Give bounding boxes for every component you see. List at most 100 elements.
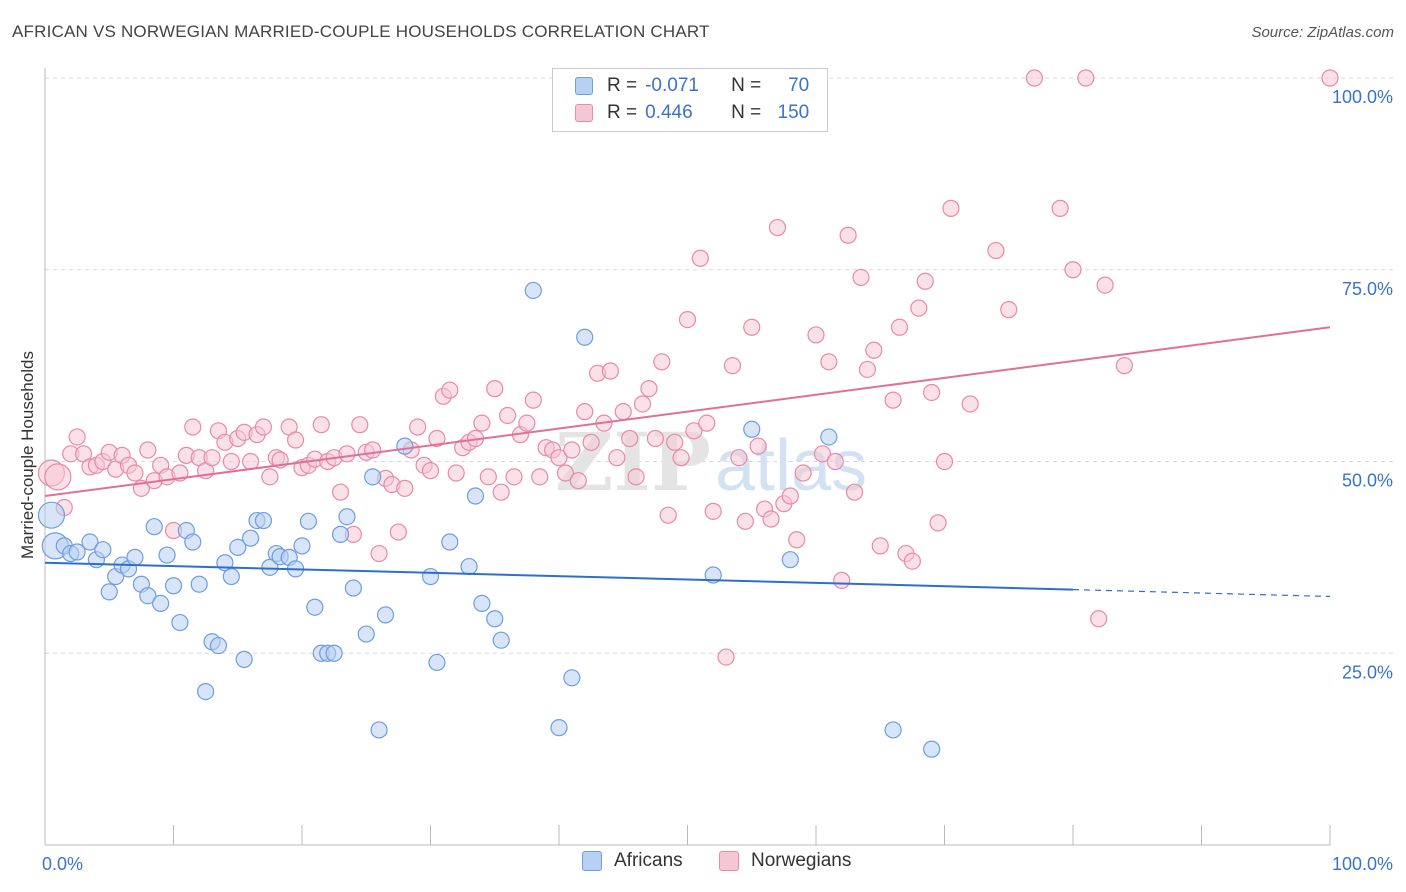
africans-point	[460, 557, 478, 576]
norwegians-point	[781, 487, 799, 505]
norwegians-point	[929, 514, 947, 532]
africans-point	[396, 437, 414, 455]
y-axis-label: Married-couple Households	[18, 351, 37, 559]
norwegians-point	[473, 414, 491, 432]
norwegians-point	[916, 272, 934, 290]
norwegians-point	[833, 571, 851, 589]
legend-item-norwegians[interactable]: Norwegians	[719, 850, 851, 872]
africans-point	[184, 533, 202, 551]
norwegians-point	[871, 537, 889, 555]
norwegians-point	[640, 380, 658, 398]
africans-point	[126, 548, 144, 566]
norwegians-point	[479, 468, 497, 486]
africans-point	[473, 594, 491, 612]
norwegians-point	[576, 403, 594, 421]
africans-point	[254, 511, 273, 530]
africans-point	[492, 631, 510, 649]
norwegians-point	[421, 462, 440, 480]
norwegians-point	[242, 452, 260, 471]
norwegians-point	[621, 429, 639, 448]
norwegians-point	[203, 449, 221, 467]
legend-n-value: 150	[777, 102, 810, 123]
legend-row-norwegians: R = 0.446 N = 150	[575, 100, 809, 126]
norwegians-point	[518, 414, 536, 432]
norwegians-point	[261, 468, 279, 486]
norwegians-point	[254, 418, 273, 436]
norwegians-point	[286, 431, 305, 449]
norwegians-point	[865, 341, 883, 359]
africans-point	[376, 606, 395, 624]
norwegians-point	[788, 531, 806, 549]
norwegians-point	[698, 414, 716, 432]
norwegians-point	[935, 452, 954, 471]
africans-point	[242, 529, 260, 547]
norwegians-point	[184, 418, 202, 436]
legend-r-label: R =	[607, 75, 638, 96]
norwegians-point	[903, 552, 921, 570]
legend-row-africans: R = -0.071 N = 70	[575, 73, 809, 99]
legend-r-label: R =	[607, 102, 638, 123]
africans-legend-label: Africans	[614, 850, 683, 871]
norwegians-point	[826, 452, 844, 471]
norwegians-point	[1321, 69, 1339, 87]
norwegians-point	[556, 464, 575, 482]
norwegians-point	[961, 395, 979, 413]
y-tick-label: 25.0%	[1342, 662, 1393, 682]
norwegians-point	[396, 479, 414, 497]
africans-point	[704, 566, 722, 584]
africans-point	[68, 543, 86, 561]
norwegians-point	[531, 468, 549, 486]
y-tick-label: 75.0%	[1342, 279, 1393, 299]
norwegians-point	[312, 416, 330, 434]
africans-trend-extension	[1072, 588, 1331, 598]
africans-point	[171, 613, 189, 632]
norwegians-point	[505, 468, 523, 486]
norwegians-legend-swatch	[719, 851, 739, 871]
y-tick-label: 50.0%	[1342, 471, 1393, 491]
grid-lines	[45, 77, 1395, 654]
africans-point	[261, 558, 279, 576]
africans-point	[781, 551, 799, 569]
norwegians-point	[1115, 357, 1134, 375]
norwegians-swatch	[575, 104, 593, 122]
africans-trend-line	[44, 561, 1074, 591]
africans-point	[338, 508, 356, 526]
stats-legend: R = -0.071 N = 70 R = 0.446 N = 150	[552, 68, 828, 132]
norwegians-point	[1064, 261, 1082, 279]
norwegians-point	[222, 452, 240, 471]
norwegians-point	[852, 268, 870, 287]
norwegians-point	[884, 391, 902, 409]
norwegians-point	[608, 449, 626, 467]
africans-point	[222, 567, 240, 586]
legend-r-value: 0.446	[645, 102, 693, 123]
norwegians-point	[409, 418, 427, 436]
legend-n-label: N =	[731, 102, 762, 123]
norwegians-legend-label: Norwegians	[751, 850, 852, 871]
norwegians-point	[717, 648, 735, 666]
norwegians-point	[762, 510, 780, 528]
africans-point	[441, 533, 459, 551]
norwegians-point	[794, 464, 812, 482]
norwegians-point	[743, 318, 761, 336]
norwegians-point	[364, 441, 382, 459]
norwegians-point	[614, 403, 632, 421]
africans-point	[100, 583, 118, 601]
norwegians-point	[768, 218, 787, 237]
trend-lines	[44, 326, 1331, 598]
norwegians-point	[646, 429, 664, 448]
africans-point	[550, 719, 568, 737]
norwegians-point	[428, 429, 446, 448]
norwegians-point	[351, 416, 369, 434]
africans-point	[299, 512, 318, 530]
norwegians-point	[627, 468, 645, 486]
norwegians-point	[749, 437, 767, 455]
norwegians-point	[441, 381, 459, 399]
legend-item-africans[interactable]: Africans	[582, 850, 683, 872]
africans-point	[325, 644, 343, 662]
norwegians-point	[730, 449, 748, 467]
legend-n-label: N =	[731, 75, 762, 96]
norwegians-point	[524, 391, 542, 409]
norwegians-point	[569, 472, 587, 490]
africans-point	[563, 669, 581, 687]
africans-point	[37, 501, 66, 529]
